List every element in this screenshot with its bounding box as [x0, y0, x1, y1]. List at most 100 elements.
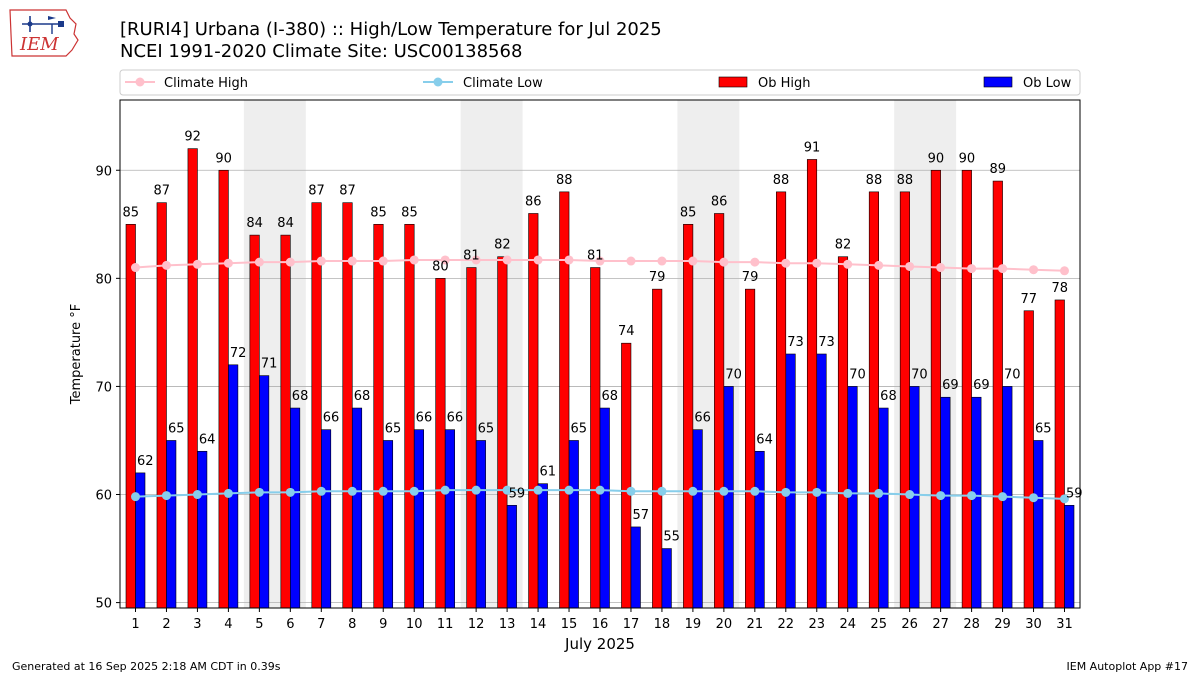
ob-low-label-18: 55	[663, 530, 680, 545]
ob-high-label-5: 84	[246, 216, 263, 231]
x-tick-label-20: 20	[716, 617, 733, 632]
ob-low-bar-30	[1033, 440, 1044, 609]
ob-low-label-28: 69	[973, 378, 990, 393]
ob-high-bar-3	[187, 148, 198, 609]
ob-high-bar-28	[961, 169, 972, 609]
climate-low-point-10	[409, 486, 419, 496]
ob-high-bar-18	[652, 288, 663, 609]
ob-low-bar-18	[661, 548, 672, 609]
x-tick-label-24: 24	[839, 617, 856, 632]
ob-high-bar-25	[868, 191, 880, 609]
climate-low-point-21	[750, 486, 760, 496]
ob-low-label-13: 59	[509, 486, 526, 501]
y-tick-label-90: 90	[95, 164, 112, 179]
ob-high-bar-29	[992, 180, 1003, 609]
ob-low-bar-13	[506, 505, 517, 609]
climate-low-point-17	[626, 486, 636, 496]
climate-high-point-21	[750, 257, 760, 267]
x-tick-label-28: 28	[963, 617, 980, 632]
climate-low-point-4	[223, 488, 233, 498]
ob-low-label-16: 68	[601, 389, 618, 404]
ob-high-label-30: 77	[1021, 292, 1038, 307]
ob-low-bar-23	[816, 353, 827, 609]
ob-low-bar-9	[382, 440, 394, 609]
ob-low-bar-15	[568, 440, 579, 609]
climate-high-point-29	[998, 264, 1008, 274]
ob-high-label-26: 88	[897, 173, 914, 188]
climate-high-point-1	[131, 263, 140, 273]
ob-high-bar-15	[559, 191, 570, 609]
x-axis-label: July 2025	[564, 635, 635, 653]
x-tick-label-23: 23	[808, 617, 825, 632]
ob-high-bar-13	[497, 256, 508, 609]
climate-low-point-2	[161, 491, 171, 501]
ob-high-label-6: 84	[277, 216, 294, 231]
ob-high-label-23: 91	[804, 140, 821, 155]
climate-low-point-12	[471, 485, 481, 495]
x-tick-label-31: 31	[1056, 617, 1073, 632]
climate-high-point-20	[719, 257, 729, 267]
ob-low-bar-12	[475, 440, 486, 609]
legend-ob-low-label: Ob Low	[1023, 76, 1072, 91]
x-tick-label-5: 5	[255, 617, 263, 632]
ob-low-bar-31	[1064, 505, 1075, 609]
ob-low-label-29: 70	[1004, 367, 1021, 382]
ob-high-label-16: 81	[587, 249, 604, 264]
climate-high-point-14	[533, 255, 543, 265]
climate-low-point-22	[781, 487, 791, 497]
ob-high-bar-31	[1054, 299, 1065, 609]
ob-high-label-13: 82	[494, 238, 511, 253]
climate-high-point-30	[1029, 265, 1039, 275]
ob-low-label-15: 65	[571, 421, 588, 436]
ob-high-label-3: 92	[184, 130, 201, 145]
ob-high-bar-12	[466, 267, 477, 609]
ob-high-bar-1	[125, 223, 136, 609]
ob-high-label-31: 78	[1051, 281, 1068, 296]
x-tick-label-29: 29	[994, 617, 1011, 632]
ob-low-label-23: 73	[818, 335, 835, 350]
ob-low-label-25: 68	[880, 389, 897, 404]
climate-high-point-15	[564, 255, 574, 265]
x-tick-label-4: 4	[224, 617, 232, 632]
climate-low-point-18	[657, 486, 667, 496]
bar-labels: 85 62 87 65 92 64 90 72 84 71 84 68 87 66 87 68 85 65 85 66…	[122, 130, 1082, 545]
ob-high-label-29: 89	[990, 162, 1007, 177]
climate-lines	[131, 255, 1069, 504]
legend-box	[119, 69, 1081, 96]
ob-low-bar-3	[197, 450, 208, 609]
x-tick-label-7: 7	[317, 617, 325, 632]
climate-high-point-4	[223, 258, 233, 268]
x-tick-label-9: 9	[379, 617, 387, 632]
ob-low-bar-20	[723, 386, 734, 609]
chart-subtitle: NCEI 1991-2020 Climate Site: USC00138568	[120, 41, 522, 62]
climate-low-point-6	[285, 487, 295, 497]
ob-high-bar-24	[837, 256, 849, 609]
ob-high-label-11: 80	[432, 259, 449, 274]
climate-high-point-28	[967, 264, 977, 274]
ob-low-label-26: 70	[911, 367, 928, 382]
legend-ob-high-swatch	[718, 76, 748, 88]
ob-low-label-31: 59	[1066, 486, 1083, 501]
climate-high-point-13	[502, 255, 512, 265]
x-axis: 1 2 3 4 5 6 7 8 9 10 11 12 13 14 15 16 17 18 19 20 21 22 23 24 2…	[131, 608, 1073, 632]
x-tick-label-15: 15	[561, 617, 578, 632]
climate-low-point-3	[192, 490, 202, 500]
legend-ob-high-label: Ob High	[758, 76, 811, 91]
ob-low-label-24: 70	[849, 367, 866, 382]
climate-low-point-29	[998, 492, 1008, 502]
ob-high-label-4: 90	[215, 151, 232, 166]
ob-high-bar-9	[373, 223, 384, 609]
climate-low-point-26	[905, 490, 915, 500]
ob-low-label-7: 66	[323, 411, 340, 426]
climate-high-point-19	[688, 256, 698, 266]
ob-low-bar-22	[785, 353, 796, 609]
climate-low-point-5	[254, 487, 264, 497]
climate-low-point-8	[347, 486, 357, 496]
ob-high-label-27: 90	[928, 151, 945, 166]
climate-low-point-20	[719, 486, 729, 496]
ob-low-label-11: 66	[447, 411, 464, 426]
ob-low-bar-10	[413, 429, 425, 609]
climate-high-point-9	[378, 256, 388, 266]
legend-climate-low-label: Climate Low	[463, 76, 543, 91]
x-tick-label-12: 12	[468, 617, 485, 632]
